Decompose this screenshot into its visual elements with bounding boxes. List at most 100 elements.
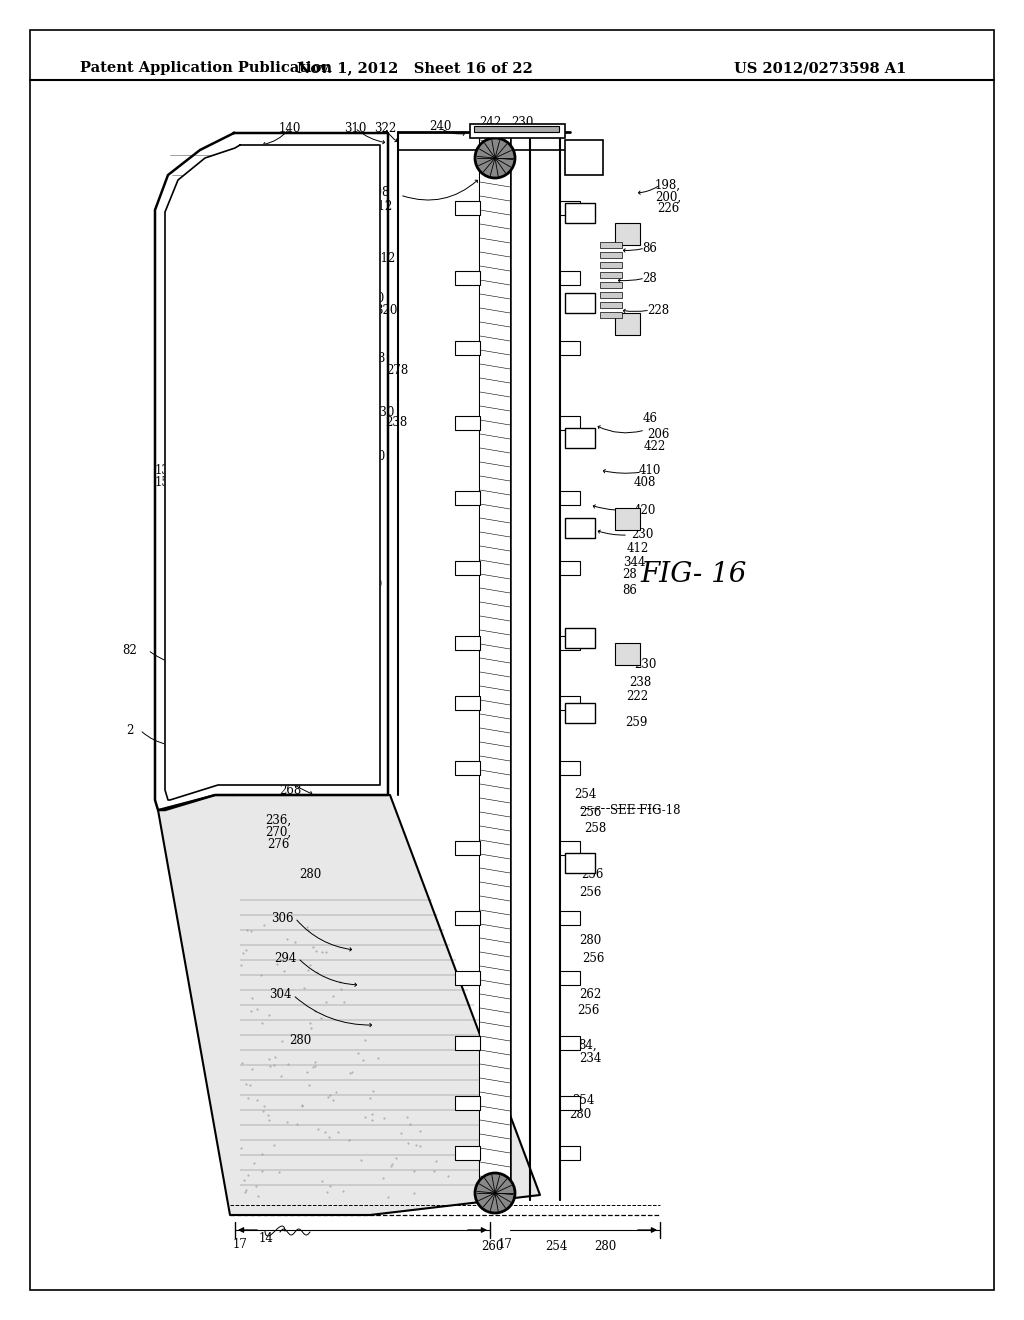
Text: 17: 17 bbox=[498, 1238, 512, 1251]
Text: 86: 86 bbox=[623, 583, 637, 597]
Bar bbox=[455, 972, 480, 985]
Text: 280: 280 bbox=[362, 450, 385, 463]
Bar bbox=[455, 341, 480, 355]
Bar bbox=[455, 636, 480, 649]
Text: 344: 344 bbox=[623, 556, 645, 569]
Text: 256: 256 bbox=[582, 952, 604, 965]
Text: 82: 82 bbox=[123, 644, 137, 656]
Text: 324: 324 bbox=[355, 640, 378, 653]
Text: 86: 86 bbox=[643, 242, 657, 255]
Bar bbox=[560, 416, 580, 430]
Text: 259: 259 bbox=[625, 715, 647, 729]
Text: 254: 254 bbox=[571, 1093, 594, 1106]
Text: 280: 280 bbox=[359, 578, 382, 591]
Text: 256: 256 bbox=[579, 887, 601, 899]
Text: 256: 256 bbox=[577, 1003, 599, 1016]
Text: 254: 254 bbox=[573, 788, 596, 801]
Text: 154: 154 bbox=[338, 503, 360, 516]
Polygon shape bbox=[158, 795, 540, 1214]
Text: 144: 144 bbox=[194, 609, 216, 622]
Bar bbox=[600, 312, 622, 318]
Bar bbox=[455, 271, 480, 285]
Text: 280: 280 bbox=[594, 1241, 616, 1254]
Text: 254: 254 bbox=[545, 1241, 567, 1254]
Bar bbox=[455, 762, 480, 775]
Text: 230: 230 bbox=[373, 405, 395, 418]
Polygon shape bbox=[155, 133, 388, 810]
Bar bbox=[565, 853, 595, 873]
Text: 238: 238 bbox=[357, 565, 380, 578]
Text: 280: 280 bbox=[361, 292, 384, 305]
Text: 222: 222 bbox=[626, 690, 648, 704]
Text: US 2012/0273598 A1: US 2012/0273598 A1 bbox=[734, 61, 906, 75]
Bar bbox=[615, 223, 640, 246]
Text: 198,: 198, bbox=[655, 178, 681, 191]
Text: 138,: 138, bbox=[155, 463, 181, 477]
Bar bbox=[600, 261, 622, 268]
Bar bbox=[600, 242, 622, 248]
Text: 206: 206 bbox=[647, 429, 670, 441]
Text: 270,: 270, bbox=[265, 825, 291, 838]
Text: 256: 256 bbox=[581, 869, 603, 882]
Bar bbox=[600, 292, 622, 298]
Text: 268: 268 bbox=[279, 784, 301, 796]
Bar bbox=[470, 124, 565, 139]
Text: 152: 152 bbox=[348, 438, 370, 451]
Text: 312: 312 bbox=[373, 252, 395, 264]
Bar bbox=[565, 704, 595, 723]
Text: 310: 310 bbox=[344, 121, 367, 135]
Bar bbox=[560, 841, 580, 855]
Bar bbox=[560, 1036, 580, 1049]
Text: 17: 17 bbox=[232, 1238, 248, 1251]
Text: 258: 258 bbox=[584, 821, 606, 834]
Bar bbox=[455, 911, 480, 925]
Text: 322: 322 bbox=[374, 121, 396, 135]
Text: 200,: 200, bbox=[655, 190, 681, 203]
Text: 28: 28 bbox=[643, 272, 657, 285]
Text: 238: 238 bbox=[629, 676, 651, 689]
Text: 280: 280 bbox=[569, 1109, 591, 1122]
Bar bbox=[615, 313, 640, 335]
Text: 302: 302 bbox=[222, 742, 245, 755]
Bar bbox=[565, 517, 595, 539]
Text: 28: 28 bbox=[623, 569, 637, 582]
Text: 46: 46 bbox=[642, 412, 657, 425]
Text: 14: 14 bbox=[259, 1232, 273, 1245]
Bar bbox=[600, 282, 622, 288]
Text: 260: 260 bbox=[481, 1241, 503, 1254]
Bar bbox=[565, 203, 595, 223]
Bar bbox=[565, 428, 595, 447]
Text: 306: 306 bbox=[270, 912, 293, 924]
Text: 164: 164 bbox=[347, 684, 370, 697]
Text: 208: 208 bbox=[350, 553, 372, 565]
Bar bbox=[560, 491, 580, 506]
Text: FIG- 16: FIG- 16 bbox=[640, 561, 746, 589]
Bar bbox=[565, 293, 595, 313]
Text: 230: 230 bbox=[511, 116, 534, 128]
Bar bbox=[480, 132, 510, 1200]
Text: 226: 226 bbox=[656, 202, 679, 215]
Text: 410: 410 bbox=[639, 463, 662, 477]
Text: 280: 280 bbox=[352, 392, 375, 404]
Text: 155: 155 bbox=[155, 477, 177, 490]
Text: 142: 142 bbox=[188, 689, 211, 701]
Bar bbox=[455, 201, 480, 215]
Text: 408: 408 bbox=[634, 475, 656, 488]
Text: 312: 312 bbox=[370, 201, 392, 214]
Bar bbox=[560, 972, 580, 985]
Text: 230: 230 bbox=[634, 659, 656, 672]
Text: 422: 422 bbox=[644, 441, 667, 454]
Bar bbox=[455, 696, 480, 710]
Text: 320: 320 bbox=[375, 305, 397, 318]
Bar bbox=[600, 302, 622, 308]
Polygon shape bbox=[165, 145, 380, 800]
Bar bbox=[560, 561, 580, 576]
Text: 280: 280 bbox=[299, 869, 322, 882]
Text: 84,: 84, bbox=[579, 1039, 597, 1052]
Bar bbox=[560, 271, 580, 285]
Text: 228: 228 bbox=[647, 304, 669, 317]
Text: 236,: 236, bbox=[265, 813, 291, 826]
Bar bbox=[560, 1096, 580, 1110]
Text: 238: 238 bbox=[385, 417, 407, 429]
Circle shape bbox=[475, 139, 515, 178]
